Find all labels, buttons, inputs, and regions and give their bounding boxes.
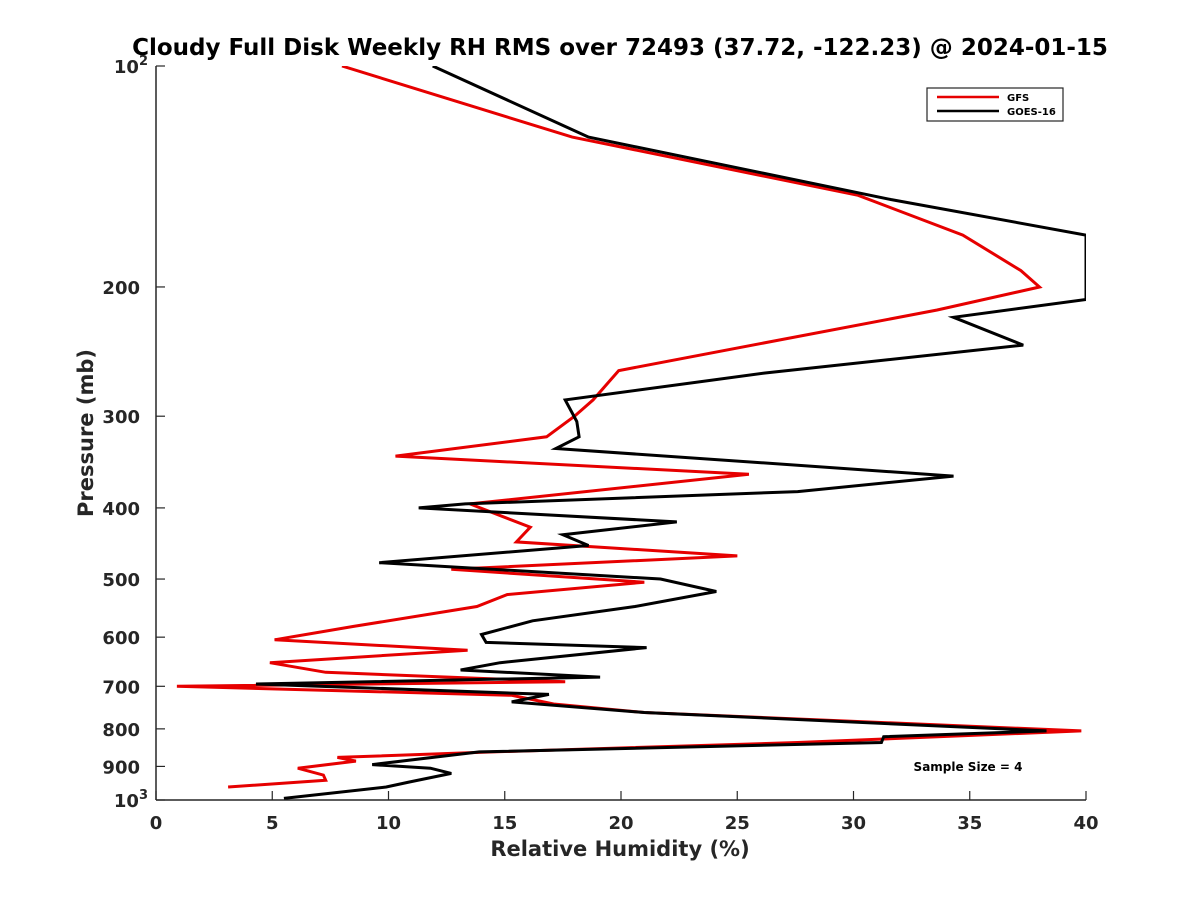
plot-lines [176, 66, 1086, 800]
x-tick-label: 10 [376, 813, 401, 834]
y-tick-label: 200 [102, 278, 140, 299]
axes: 0 5 10 15 20 25 30 35 40 102 200 300 400 500 600 700 800… [102, 54, 1098, 834]
x-tick-label: 40 [1073, 813, 1098, 834]
y-tick-label: 400 [102, 499, 140, 520]
y-tick-label: 102 [114, 54, 148, 78]
x-tick-label: 30 [841, 813, 866, 834]
x-tick-label: 25 [725, 813, 750, 834]
y-tick-label: 103 [114, 788, 148, 812]
y-tick-label: 500 [102, 570, 140, 591]
legend: GFS GOES-16 [926, 87, 1064, 122]
y-tick-label: 800 [102, 720, 140, 741]
x-tick-label: 15 [492, 813, 517, 834]
legend-box [926, 87, 1064, 122]
chart-title: Cloudy Full Disk Weekly RH RMS over 7249… [132, 35, 1108, 61]
x-tick-label: 0 [150, 813, 163, 834]
y-tick-label: 300 [102, 407, 140, 428]
series-line-goes-16 [255, 66, 1086, 800]
x-tick-label: 20 [608, 813, 633, 834]
legend-label: GOES-16 [1007, 107, 1056, 118]
sample-size-annotation: Sample Size = 4 [914, 760, 1023, 774]
y-tick-label: 600 [102, 628, 140, 649]
legend-label: GFS [1007, 93, 1029, 104]
y-tick-label: 700 [102, 677, 140, 698]
y-tick-label: 900 [102, 757, 140, 778]
y-axis-label: Pressure (mb) [74, 349, 98, 517]
x-tick-label: 35 [957, 813, 982, 834]
x-axis-label: Relative Humidity (%) [490, 837, 749, 861]
x-tick-label: 5 [266, 813, 279, 834]
